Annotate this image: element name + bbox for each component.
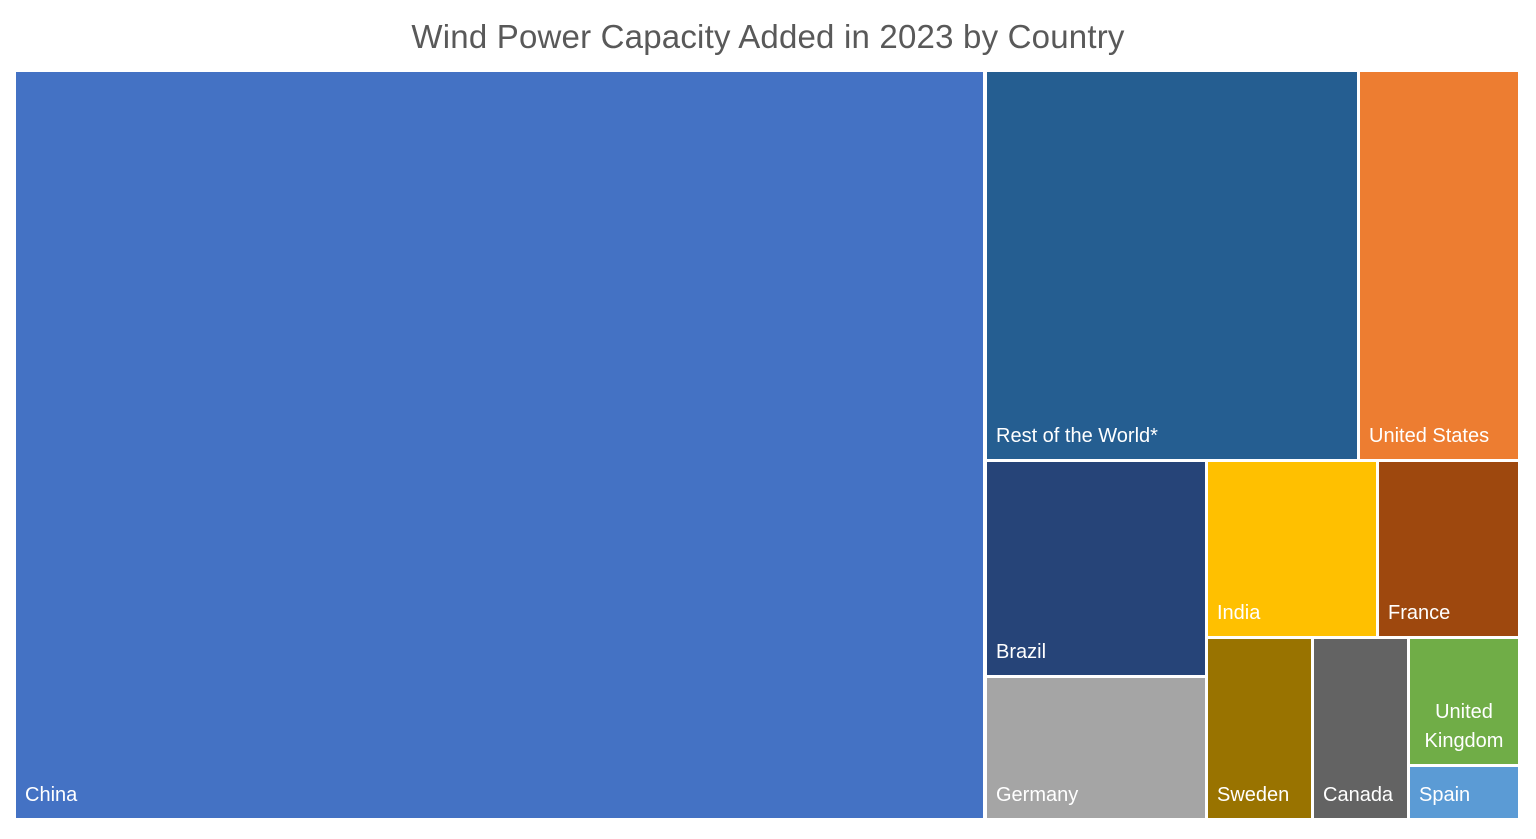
treemap: China Rest of the World* United States Braz…: [16, 72, 1518, 818]
tile-united-kingdom: United Kingdom: [1410, 639, 1518, 764]
tile-label-france: France: [1388, 602, 1451, 624]
tile-label-china: China: [25, 784, 78, 806]
tile-label-brazil: Brazil: [996, 641, 1047, 663]
tile-label-rest-of-the-world: Rest of the World*: [996, 425, 1158, 447]
tile-spain: Spain: [1410, 767, 1518, 818]
tile-brazil: Brazil: [987, 462, 1205, 675]
tile-rest-of-the-world: Rest of the World*: [987, 72, 1357, 459]
tile-label-united-states: United States: [1369, 425, 1490, 447]
tile-sweden: Sweden: [1208, 639, 1311, 818]
tile-label-india: India: [1217, 602, 1261, 624]
tile-label-spain: Spain: [1419, 784, 1471, 806]
tile-india: India: [1208, 462, 1376, 636]
tile-label-sweden: Sweden: [1217, 784, 1290, 806]
tile-france: France: [1379, 462, 1518, 636]
chart-title: Wind Power Capacity Added in 2023 by Cou…: [411, 18, 1125, 55]
tile-label-united-kingdom: United Kingdom: [1424, 701, 1504, 752]
tile-label-germany: Germany: [996, 784, 1079, 806]
tile-germany: Germany: [987, 678, 1205, 818]
tile-china: China: [16, 72, 983, 818]
tile-label-canada: Canada: [1323, 784, 1394, 806]
tile-canada: Canada: [1314, 639, 1407, 818]
tile-united-states: United States: [1360, 72, 1518, 459]
